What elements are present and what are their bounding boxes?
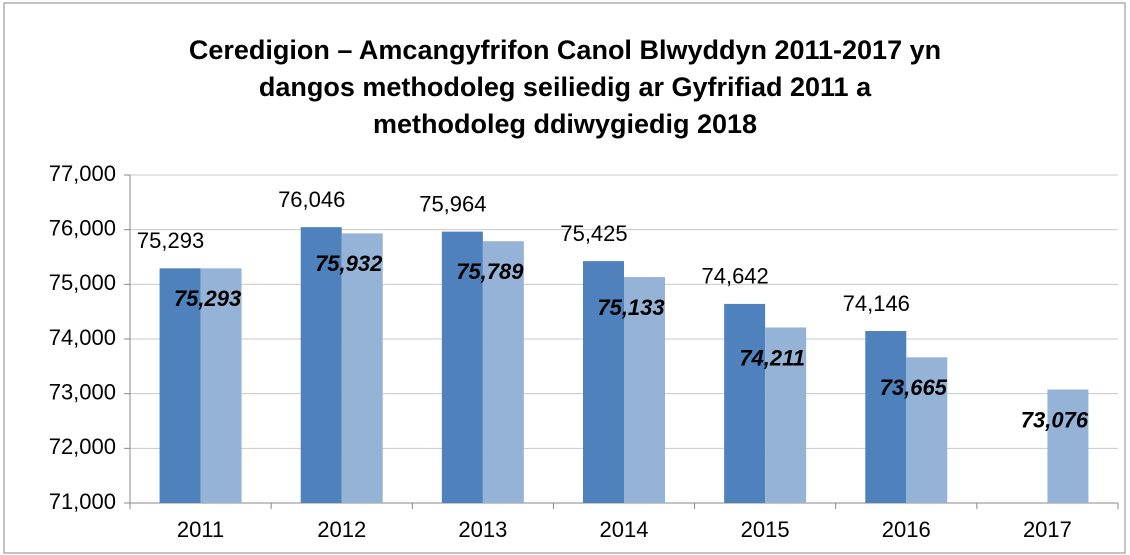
value-label: 75,293 <box>174 286 241 311</box>
y-tick-label: 75,000 <box>49 270 116 295</box>
x-tick-label: 2011 <box>177 517 224 542</box>
bar <box>865 331 907 503</box>
value-label: 75,789 <box>456 259 524 284</box>
x-tick-label: 2017 <box>1023 517 1072 542</box>
value-label: 75,964 <box>419 191 486 216</box>
bar <box>583 261 624 503</box>
value-label: 76,046 <box>278 187 345 212</box>
value-label: 75,425 <box>560 221 627 246</box>
bar <box>724 303 766 503</box>
value-label: 75,133 <box>597 295 664 320</box>
chart-title: methodoleg ddiwygiedig 2018 <box>373 109 757 139</box>
bar <box>906 357 948 503</box>
x-tick-label: 2012 <box>317 517 366 542</box>
bar <box>300 227 342 504</box>
bar <box>341 233 383 503</box>
y-tick-label: 77,000 <box>49 161 116 186</box>
chart-title: dangos methodoleg seiliedig ar Gyfrifiad… <box>259 72 872 102</box>
bar <box>482 241 524 503</box>
y-tick-label: 74,000 <box>49 325 116 350</box>
value-label: 74,146 <box>843 291 910 316</box>
x-tick-label: 2014 <box>600 517 649 542</box>
bar <box>200 268 242 503</box>
value-label: 74,211 <box>739 345 805 370</box>
x-tick-label: 2016 <box>882 517 931 542</box>
chart-title: Ceredigion – Amcangyfrifon Canol Blwyddy… <box>189 35 941 65</box>
bar <box>1047 389 1089 503</box>
value-label: 75,293 <box>137 228 204 253</box>
value-label: 74,642 <box>701 264 768 289</box>
value-label: 73,665 <box>880 375 948 400</box>
bar <box>441 231 483 503</box>
bar <box>624 277 665 503</box>
value-label: 73,076 <box>1021 407 1089 432</box>
x-tick-label: 2013 <box>458 517 507 542</box>
bar <box>765 327 807 503</box>
y-tick-label: 71,000 <box>49 489 116 514</box>
y-tick-label: 72,000 <box>49 434 116 459</box>
x-tick-label: 2015 <box>741 517 790 542</box>
value-label: 75,932 <box>315 251 383 276</box>
y-tick-label: 76,000 <box>49 215 116 240</box>
bar <box>159 268 201 503</box>
y-tick-label: 73,000 <box>49 379 116 404</box>
